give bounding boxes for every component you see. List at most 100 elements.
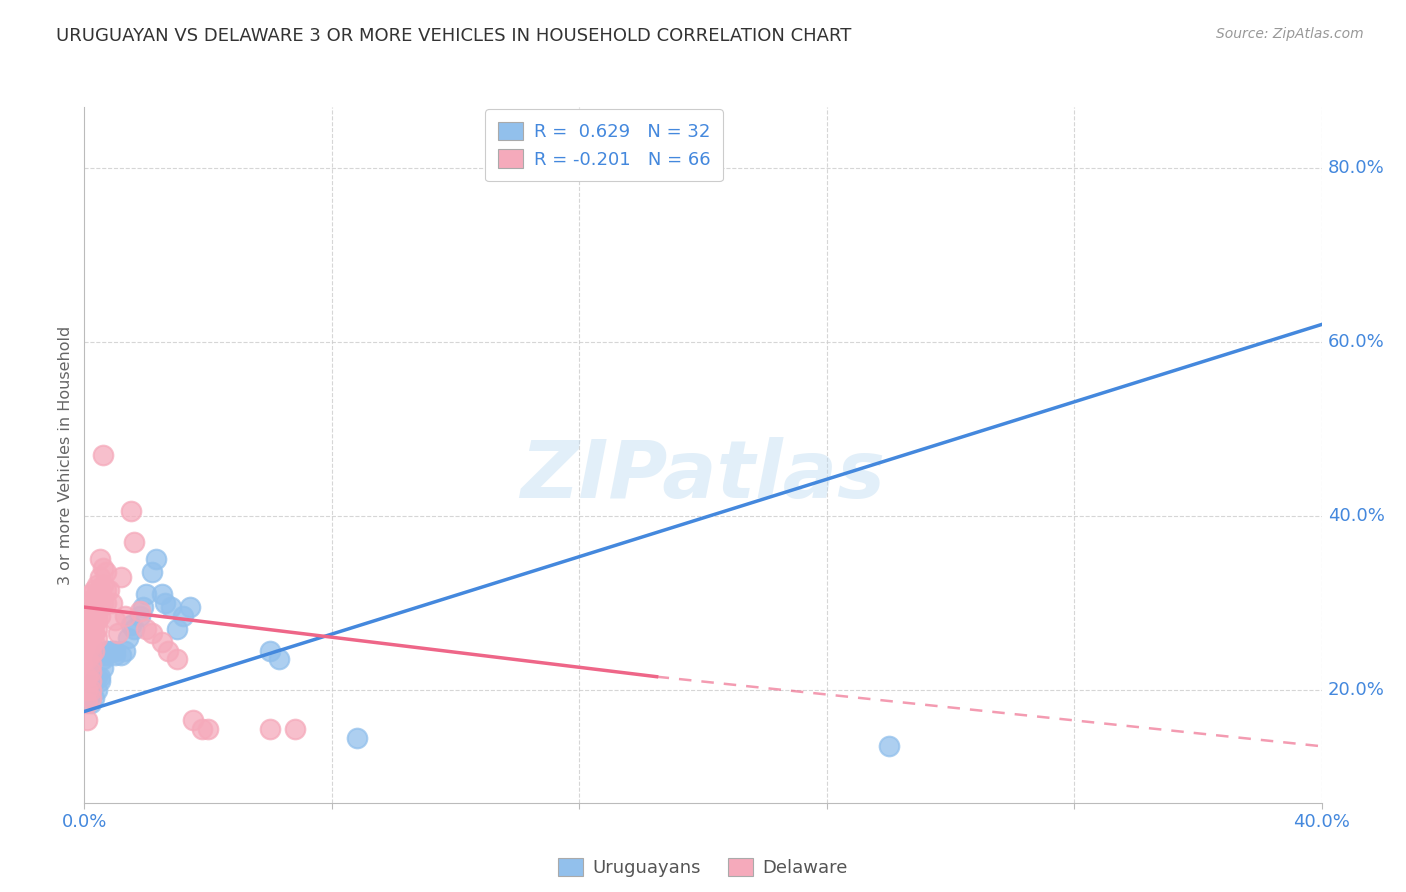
Point (79, 687, 101, 701)
Point (172, 608, 194, 623)
Point (79, 691, 101, 706)
Point (83, 582, 105, 597)
Point (120, 504, 142, 518)
Point (79, 631, 101, 645)
Point (83, 600, 105, 615)
Point (135, 587, 157, 601)
Point (104, 643, 127, 657)
Point (166, 622, 188, 636)
Point (259, 722, 281, 736)
Point (83, 635, 105, 649)
Point (145, 552, 167, 566)
Point (91, 561, 114, 575)
Point (191, 722, 214, 736)
Point (83, 626, 105, 640)
Point (179, 600, 201, 615)
Point (156, 643, 179, 657)
Point (129, 605, 152, 619)
Point (122, 534, 145, 549)
Point (89, 674, 111, 689)
Point (153, 596, 176, 610)
Point (104, 648, 127, 662)
Text: ZIPatlas: ZIPatlas (520, 437, 886, 515)
Point (122, 622, 145, 636)
Point (79, 696, 101, 710)
Point (141, 626, 163, 640)
Point (107, 626, 129, 640)
Text: 80.0%: 80.0% (1327, 159, 1385, 177)
Point (150, 587, 173, 601)
Point (79, 682, 101, 697)
Point (197, 722, 219, 736)
Text: URUGUAYAN VS DELAWARE 3 OR MORE VEHICLES IN HOUSEHOLD CORRELATION CHART: URUGUAYAN VS DELAWARE 3 OR MORE VEHICLES… (56, 27, 852, 45)
Point (141, 566, 163, 580)
Point (79, 657, 101, 671)
Point (94, 582, 117, 597)
Point (89, 670, 111, 684)
Point (150, 635, 173, 649)
Legend: Uruguayans, Delaware: Uruguayans, Delaware (551, 850, 855, 884)
Point (89, 596, 111, 610)
Point (114, 608, 136, 623)
Point (94, 596, 117, 610)
Point (91, 578, 114, 592)
Point (166, 652, 188, 666)
Point (117, 631, 139, 645)
Point (94, 648, 117, 662)
Y-axis label: 3 or more Vehicles in Household: 3 or more Vehicles in Household (58, 326, 73, 584)
Point (89, 570, 111, 584)
Point (79, 600, 101, 615)
Point (132, 600, 155, 615)
Point (79, 648, 101, 662)
Point (89, 552, 111, 566)
Point (91, 448, 114, 462)
Text: Source: ZipAtlas.com: Source: ZipAtlas.com (1216, 27, 1364, 41)
Point (83, 617, 105, 632)
Text: 40.0%: 40.0% (1327, 507, 1385, 524)
Point (269, 652, 291, 666)
Point (86, 578, 108, 592)
Point (94, 566, 117, 580)
Point (79, 587, 101, 601)
Point (83, 608, 105, 623)
Point (76, 682, 98, 697)
Point (101, 643, 124, 657)
Point (79, 674, 101, 689)
Point (86, 670, 108, 684)
Point (79, 622, 101, 636)
Point (86, 613, 108, 627)
Point (86, 596, 108, 610)
Point (91, 596, 114, 610)
Point (86, 587, 108, 601)
Point (129, 608, 152, 623)
Point (79, 613, 101, 627)
Point (181, 713, 204, 727)
Point (76, 652, 98, 666)
Point (877, 739, 900, 754)
Point (120, 617, 142, 632)
Point (284, 722, 307, 736)
Text: 60.0%: 60.0% (1327, 333, 1385, 351)
Point (91, 661, 114, 675)
Text: 20.0%: 20.0% (1327, 681, 1385, 698)
Point (160, 600, 183, 615)
Point (135, 622, 157, 636)
Point (83, 674, 105, 689)
Point (83, 591, 105, 606)
Point (86, 682, 108, 697)
Point (79, 639, 101, 653)
Point (91, 652, 114, 666)
Point (76, 608, 98, 623)
Point (98, 582, 121, 597)
Point (86, 622, 108, 636)
Point (86, 631, 108, 645)
Point (76, 696, 98, 710)
Point (76, 670, 98, 684)
Point (114, 643, 136, 657)
Point (94, 643, 117, 657)
Point (86, 605, 108, 619)
Point (346, 731, 368, 745)
Point (110, 570, 132, 584)
Point (110, 648, 132, 662)
Point (104, 613, 127, 627)
